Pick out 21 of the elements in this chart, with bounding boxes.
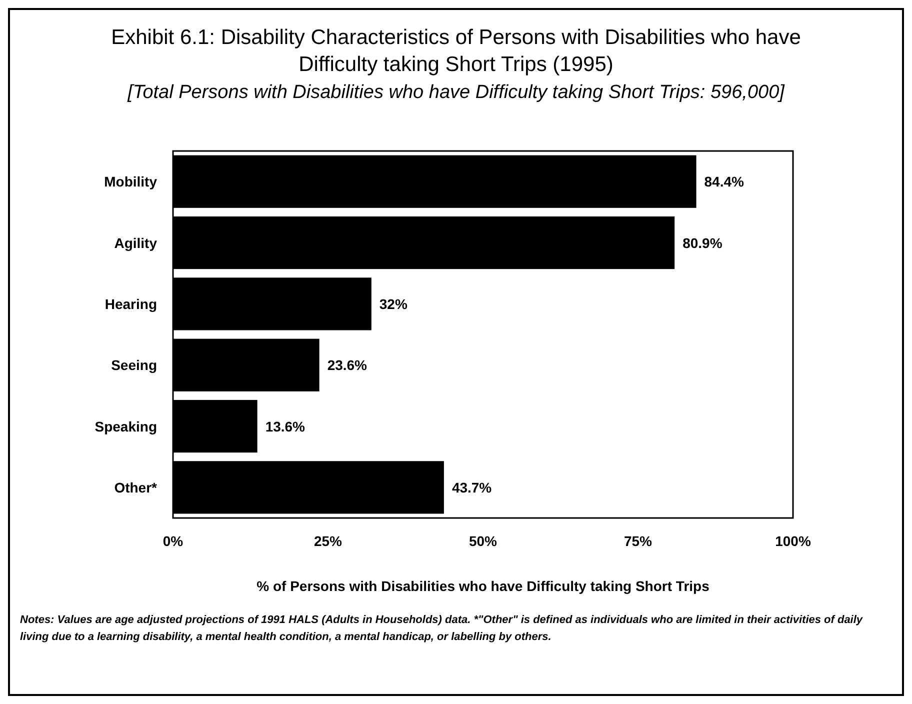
y-tick-label: Hearing — [104, 296, 157, 312]
data-label: 43.7% — [452, 479, 492, 496]
data-label: 13.6% — [265, 418, 306, 434]
data-label: 23.6% — [327, 357, 368, 374]
y-tick-label: Seeing — [111, 357, 157, 374]
y-tick-label: Agility — [114, 234, 158, 251]
chart-subtitle: [Total Persons with Disabilities who have Difficulty taking Short Trips: 596,000] — [126, 82, 786, 103]
y-tick-label: Other* — [114, 479, 158, 496]
data-label: 80.9% — [682, 234, 723, 251]
data-label: 84.4% — [704, 174, 745, 190]
x-tick-label: 25% — [314, 533, 343, 549]
x-axis-title: % of Persons with Disabilities who have Difficulty taking Short Trips — [256, 578, 710, 594]
x-tick-label: 100% — [775, 533, 812, 549]
y-tick-label: Speaking — [94, 418, 157, 434]
x-tick-label: 50% — [468, 533, 498, 549]
chart-title: Exhibit 6.1: Disability Characteristics of Persons with Disabilities who have Difficulty taking Short Trips (1995) — [111, 26, 801, 76]
data-label: 32% — [379, 296, 408, 312]
x-tick-label: 75% — [624, 533, 653, 549]
y-tick-label: Mobility — [104, 174, 158, 190]
text: Notes: Values are age adjusted projections of 1991 HALS (Adults in Households) data. *"Other" is defined as individuals who are limited in their activities of daily living due to a learning disability, a mental health condition, a mental handicap, or labelling by others. — [20, 614, 864, 643]
x-tick-label: 0% — [162, 533, 184, 549]
